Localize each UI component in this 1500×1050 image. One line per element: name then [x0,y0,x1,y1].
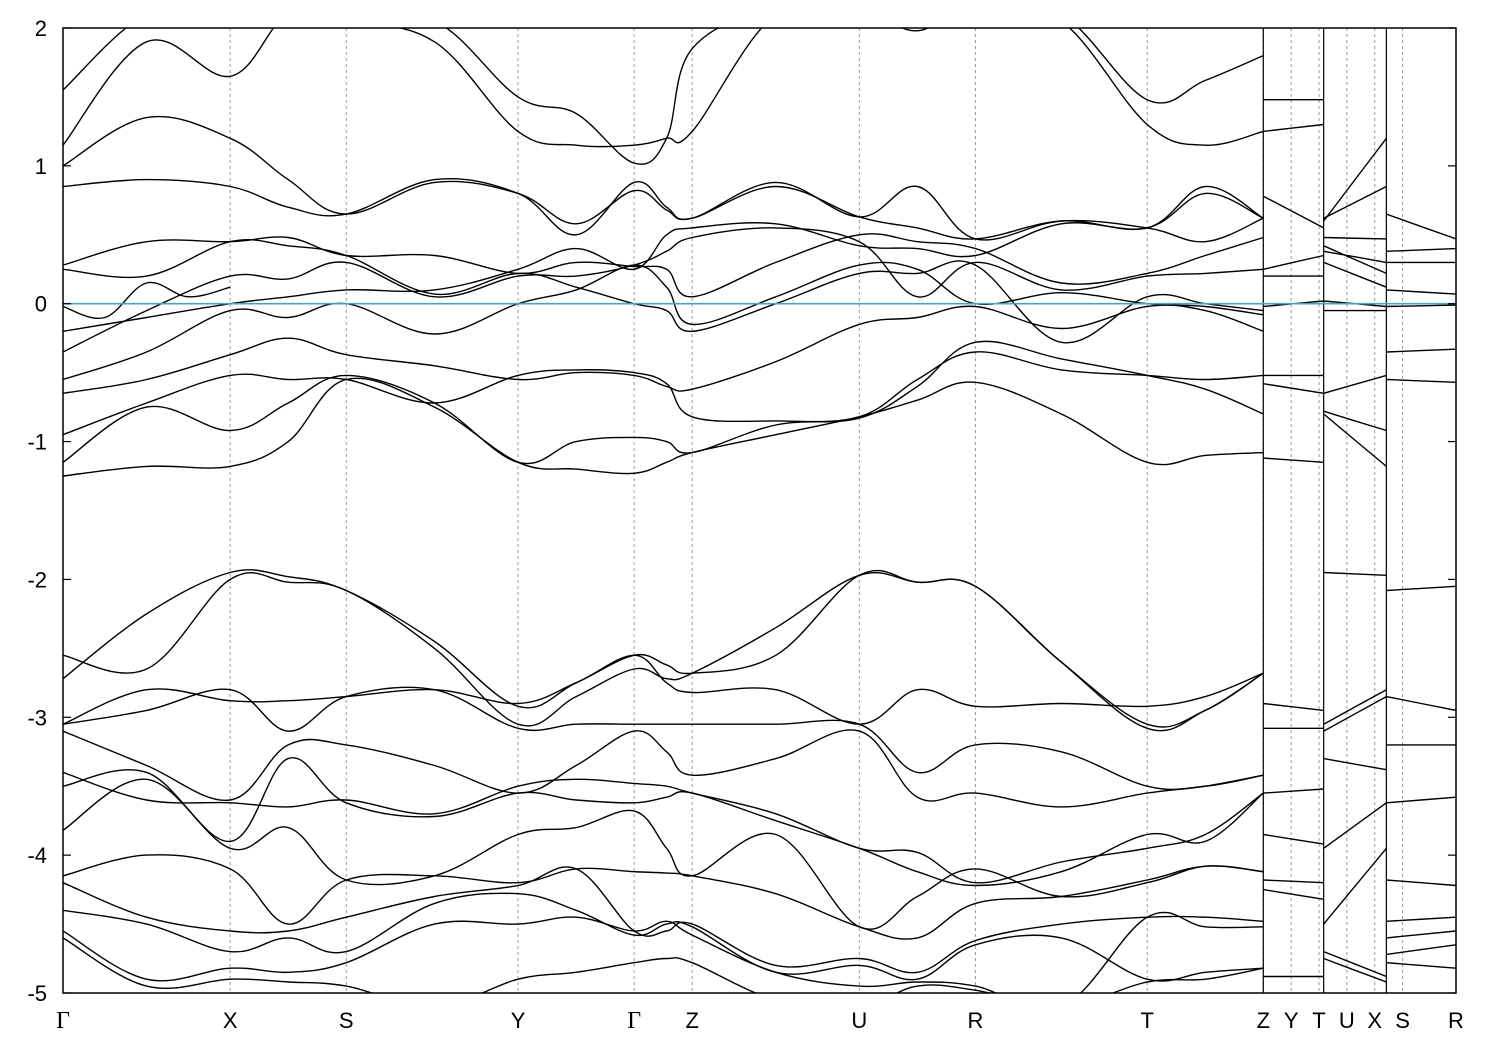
kpoint-label: Y [1284,1008,1299,1033]
kpoint-label: U [1339,1008,1355,1033]
kpoint-label: S [339,1008,354,1033]
band-series-48 [1323,261,1387,288]
band-series-60 [1323,950,1387,978]
band-series-35 [1263,457,1324,463]
ytick-label: -3 [27,705,47,730]
band-series-18 [63,771,1264,884]
band-series-20 [63,778,1264,930]
kpoint-label: X [223,1008,238,1033]
ytick-label: -1 [27,430,47,455]
band-series-51 [1323,374,1387,394]
kpoint-label: Y [511,1008,526,1033]
kpoint-label: Z [685,1008,698,1033]
band-series-76 [1386,944,1456,956]
ytick-label: -5 [27,981,47,1006]
kpoint-label: R [1448,1008,1464,1033]
kpoint-label: R [967,1008,983,1033]
band-series-6 [63,192,1264,332]
kpoint-gridlines [229,28,1404,993]
band-series-44 [1323,185,1387,219]
band-series-46 [1323,245,1387,275]
band-series-72 [1386,796,1456,804]
band-series-52 [1323,410,1387,432]
band-series-17 [63,729,1264,808]
band-series-14 [63,569,1264,728]
plot-frame [62,27,1457,994]
band-lines [63,28,1456,993]
band-series-62 [1386,213,1456,240]
kpoint-label: T [1140,1008,1153,1033]
band-series-55 [1323,689,1387,725]
band-series-40 [1263,879,1324,884]
kpoint-label: Γ [56,1008,70,1034]
y-axis-ticks: 2 1 0 -1 -2 -3 -4 -5 [27,16,1456,1006]
band-series-67 [1386,348,1456,353]
band-series-66 [1386,304,1456,308]
band-series-59 [1323,847,1387,925]
band-series-58 [1323,802,1387,849]
band-series-25 [63,937,1264,993]
band-series-36 [1263,702,1324,712]
band-series-53 [1323,413,1387,467]
band-series-65 [1386,289,1456,295]
band-series-21 [63,854,1264,940]
ytick-label: -4 [27,843,47,868]
band-series-19 [63,757,1264,887]
ytick-label: 2 [35,16,47,41]
band-series-61 [1323,957,1387,983]
band-series-7 [63,238,1264,344]
band-series-3 [63,304,1264,394]
band-series-28 [1263,254,1324,270]
band-series-0 [63,377,1264,477]
band-series-8 [63,233,1264,298]
band-series-9 [63,177,1264,241]
kpoint-label: T [1312,1008,1325,1033]
kpoint-label: Γ [627,1008,641,1034]
band-series-43 [1323,137,1387,222]
band-series-41 [1263,888,1324,900]
kpoint-label: Z [1257,1008,1270,1033]
kpoint-label: X [1367,1008,1382,1033]
ytick-label: 1 [35,154,47,179]
band-series-5 [63,227,1264,353]
band-series-29 [1262,195,1325,229]
band-series-26 [63,281,231,320]
band-series-45 [1323,236,1387,240]
band-series-15 [63,654,1264,725]
band-series-12 [63,28,1264,165]
band-series-70 [1386,695,1456,712]
band-series-4 [63,261,1264,381]
band-series-39 [1263,833,1324,845]
band-series-69 [1386,585,1456,592]
band-series-57 [1323,757,1387,771]
band-series-31 [1263,123,1324,133]
band-series-47 [1323,250,1387,264]
band-series-77 [1386,962,1456,969]
band-series-13 [63,571,1264,732]
band-series-38 [1263,788,1324,794]
band-series-2 [63,351,1264,436]
band-series-74 [1386,916,1456,922]
band-series-11 [63,28,1264,148]
band-series-23 [63,892,1264,982]
band-series-75 [1386,930,1456,939]
band-series-68 [1386,378,1456,383]
band-series-54 [1323,571,1387,576]
ytick-label: 0 [35,292,47,317]
kpoint-label: S [1395,1008,1410,1033]
band-series-10 [63,115,1264,243]
band-series-34 [1263,383,1324,394]
band-series-56 [1323,695,1387,732]
band-series-1 [63,340,1264,465]
kpoint-label: U [851,1008,867,1033]
band-series-63 [1386,247,1456,252]
band-series-24 [63,911,1264,993]
band-series-73 [1386,879,1456,887]
band-series-22 [63,866,1264,974]
band-series-16 [63,686,1264,791]
ytick-label: -2 [27,567,47,592]
